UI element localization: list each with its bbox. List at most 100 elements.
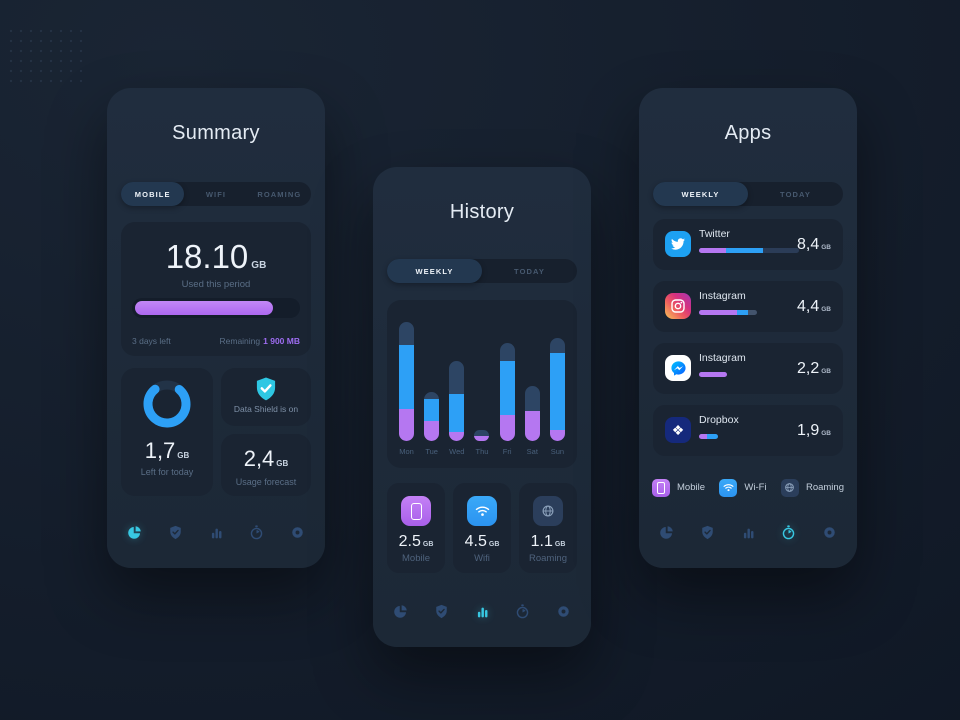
roaming-usage-card[interactable]: 1.1 GB Roaming — [519, 483, 577, 573]
app-name: Twitter — [699, 228, 730, 240]
summary-screen: Summary MOBILE WIFI ROAMING 18.10 GB Used… — [107, 88, 325, 568]
twitter-icon — [665, 231, 691, 257]
summary-tab-bar: MOBILE WIFI ROAMING — [121, 182, 311, 206]
app-usage-bar — [699, 372, 727, 377]
page-title-apps: Apps — [724, 122, 772, 144]
dropbox-icon: ❖ — [665, 417, 691, 443]
filter-roaming[interactable]: Roaming — [780, 478, 844, 497]
app-row-twitter[interactable]: Twitter 8,4 GB — [653, 219, 843, 270]
days-left-label: 3 days left — [132, 336, 171, 346]
daily-usage-ring — [141, 378, 193, 435]
tab-today[interactable]: TODAY — [748, 182, 843, 206]
chart-column-fri: Fri — [499, 300, 515, 456]
filter-wifi[interactable]: Wi-Fi — [719, 478, 767, 497]
app-name: Instagram — [699, 352, 746, 364]
bar-chart-icon[interactable] — [209, 525, 224, 540]
smartphone-icon — [401, 496, 431, 526]
data-disc-icon[interactable] — [556, 604, 571, 619]
mobile-usage-card[interactable]: 2.5 GB Mobile — [387, 483, 445, 573]
chart-column-sat: Sat — [524, 300, 540, 456]
tab-wifi[interactable]: WIFI — [184, 182, 247, 206]
app-row-dropbox[interactable]: ❖ Dropbox 1,9 GB — [653, 405, 843, 456]
page-title-history: History — [449, 201, 515, 223]
app-name: Dropbox — [699, 414, 739, 426]
app-usage-bar — [699, 434, 718, 439]
usage-progress-fill — [135, 301, 273, 315]
tab-today[interactable]: TODAY — [482, 259, 577, 283]
tab-today-label: TODAY — [780, 189, 811, 199]
mobile-usage-value: 2.5 GB — [398, 533, 434, 550]
gauge-icon[interactable] — [249, 524, 264, 540]
history-tab-bar: WEEKLY TODAY — [387, 259, 577, 283]
apps-screen: Apps WEEKLY TODAY Twitter 8,4 GB Instagra… — [639, 88, 857, 568]
shield-icon[interactable] — [700, 525, 715, 540]
usage-forecast-caption: Usage forecast — [235, 477, 297, 487]
page-title-summary: Summary — [172, 122, 260, 144]
mobile-usage-label: Mobile — [402, 553, 430, 564]
pie-chart-icon[interactable] — [127, 525, 142, 540]
tab-weekly-label: WEEKLY — [681, 189, 720, 199]
used-unit: GB — [251, 260, 267, 271]
tab-today-label: TODAY — [514, 266, 545, 276]
shield-icon[interactable] — [434, 604, 449, 619]
used-this-period-caption: Used this period — [181, 279, 251, 290]
usage-type-cards: 2.5 GB Mobile 4.5 GB Wifi 1.1 GB Roaming — [387, 483, 577, 573]
gauge-icon[interactable] — [515, 603, 530, 619]
wifi-icon — [719, 478, 738, 497]
wifi-usage-label: Wifi — [474, 553, 490, 564]
pie-chart-icon[interactable] — [393, 604, 408, 619]
data-shield-tile: Data Shield is on — [221, 368, 311, 426]
chart-column-sun: Sun — [549, 300, 565, 456]
roaming-usage-value: 1.1 GB — [530, 533, 566, 550]
bottom-nav-apps — [659, 521, 837, 543]
x-axis-label: Wed — [449, 447, 465, 456]
tab-roaming-label: ROAMING — [257, 189, 302, 199]
shield-icon[interactable] — [168, 525, 183, 540]
app-row-instagram[interactable]: Instagram 4,4 GB — [653, 281, 843, 332]
x-axis-label: Fri — [502, 447, 512, 456]
wifi-usage-card[interactable]: 4.5 GB Wifi — [453, 483, 511, 573]
usage-forecast-value: 2,4 GB — [243, 446, 289, 471]
tab-mobile[interactable]: MOBILE — [121, 182, 185, 206]
tab-roaming[interactable]: ROAMING — [248, 182, 311, 206]
history-chart-bars: Mon Tue Wed Thu Fri Sat Sun — [399, 300, 565, 456]
tab-weekly[interactable]: WEEKLY — [387, 259, 482, 283]
usage-progress-bar — [132, 298, 300, 318]
app-name: Instagram — [699, 290, 746, 302]
bar-chart-icon[interactable] — [741, 525, 756, 540]
chart-column-wed: Wed — [449, 300, 464, 456]
globe-icon — [533, 496, 563, 526]
instagram-icon — [665, 293, 691, 319]
pie-chart-icon[interactable] — [659, 525, 674, 540]
shield-check-icon — [253, 376, 279, 407]
x-axis-label: Sat — [526, 447, 538, 456]
tab-mobile-label: MOBILE — [134, 189, 171, 199]
bar-chart-icon[interactable] — [475, 604, 490, 619]
left-for-today-caption: Left for today — [140, 467, 194, 477]
app-row-messenger[interactable]: Instagram 2,2 GB — [653, 343, 843, 394]
gauge-icon[interactable] — [781, 524, 796, 540]
tab-weekly[interactable]: WEEKLY — [653, 182, 748, 206]
app-usage-value: 4,4 GB — [797, 297, 831, 315]
filter-roaming-label: Roaming — [805, 482, 844, 493]
data-disc-icon[interactable] — [822, 525, 837, 540]
wifi-usage-value: 4.5 GB — [464, 533, 500, 550]
usage-forecast-tile: 2,4 GB Usage forecast — [221, 434, 311, 496]
weekly-usage-chart: Mon Tue Wed Thu Fri Sat Sun — [387, 300, 577, 468]
filter-wifi-label: Wi-Fi — [744, 482, 767, 493]
wifi-icon — [467, 496, 497, 526]
x-axis-label: Mon — [399, 447, 414, 456]
tab-wifi-label: WIFI — [205, 189, 227, 199]
usage-panel: 18.10 GB Used this period 3 days left Rem… — [121, 222, 311, 356]
chart-column-thu: Thu — [474, 300, 490, 456]
bottom-nav-history — [393, 600, 571, 622]
tab-weekly-label: WEEKLY — [415, 266, 454, 276]
remaining-value: 1 900 MB — [263, 336, 300, 346]
x-axis-label: Thu — [475, 447, 489, 456]
data-disc-icon[interactable] — [290, 525, 305, 540]
app-usage-bar — [699, 248, 799, 253]
app-usage-value: 2,2 GB — [797, 359, 831, 377]
filter-mobile[interactable]: Mobile — [652, 478, 705, 497]
data-shield-label: Data Shield is on — [233, 404, 299, 414]
